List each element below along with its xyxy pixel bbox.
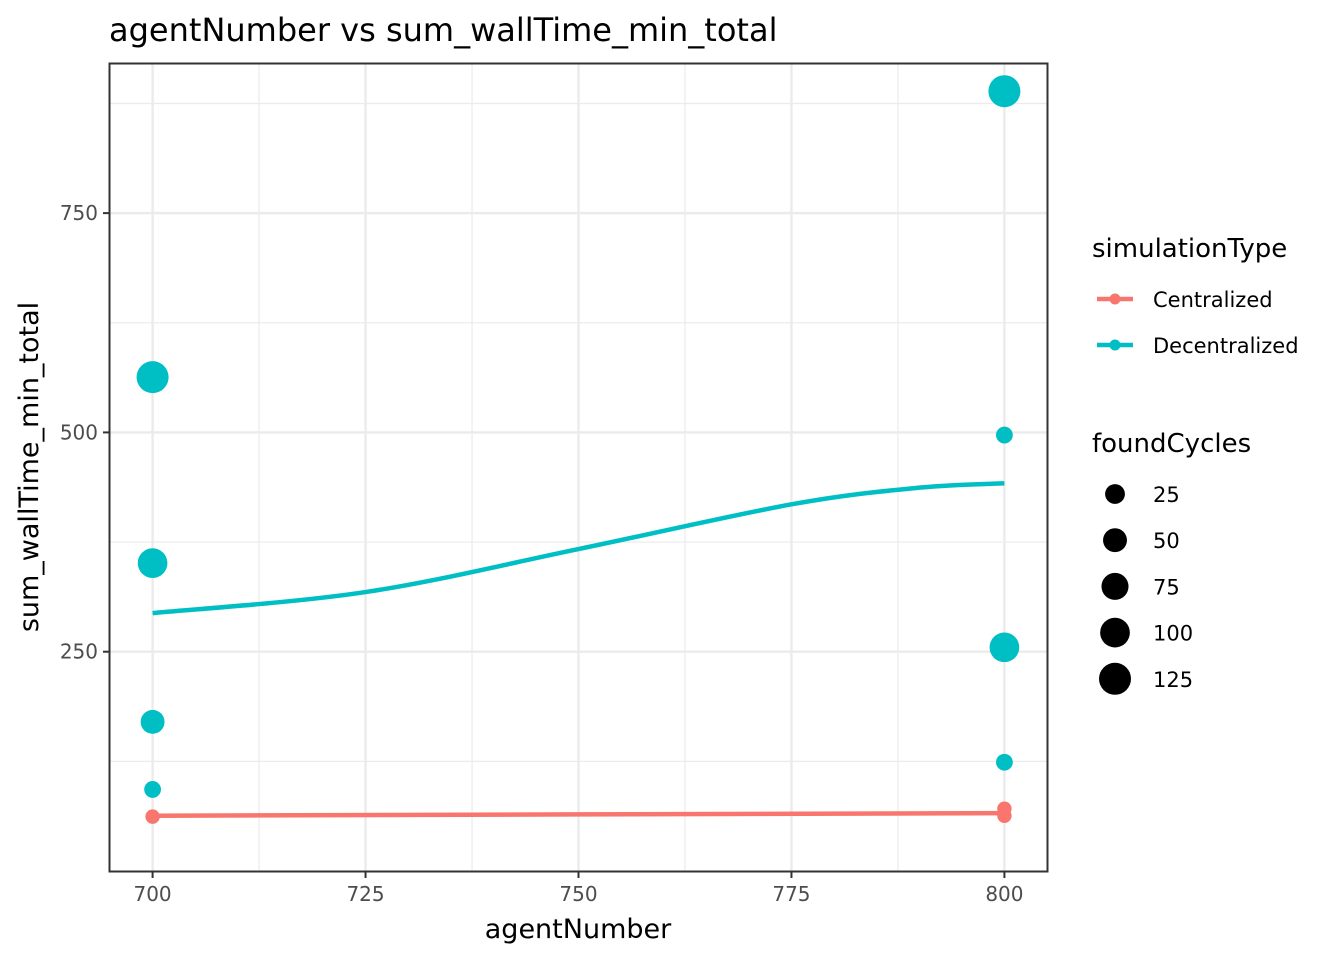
legend-size-label: 125 [1153, 668, 1193, 692]
legend-size-label: 25 [1153, 483, 1180, 507]
data-point-decentralized [996, 753, 1013, 771]
legend-size-entries: 25 50 75 100 125 [1099, 483, 1193, 695]
smooth-lines [152, 481, 1005, 818]
y-axis-title: sum_wallTime_min_total [14, 302, 45, 632]
data-point-decentralized [136, 361, 169, 394]
y-tick-label: 250 [60, 640, 98, 664]
x-tick-label: 725 [346, 882, 384, 906]
data-point-centralized [997, 801, 1012, 816]
x-axis-title: agentNumber [485, 914, 672, 945]
legend-point-decentralized [1109, 339, 1121, 351]
legend-label-centralized: Centralized [1153, 288, 1273, 312]
legend-size-label: 75 [1153, 575, 1180, 599]
legend-size-point [1100, 617, 1130, 648]
legend-size-title: foundCycles [1092, 429, 1251, 459]
legend-size-label: 100 [1153, 622, 1193, 646]
data-points [136, 75, 1021, 824]
x-tick-label: 750 [559, 882, 597, 906]
legend-point-centralized [1109, 293, 1121, 305]
data-point-decentralized [996, 426, 1013, 444]
legend-color-title: simulationType [1092, 234, 1287, 264]
legend-color-entries: Centralized Decentralized [1097, 288, 1299, 358]
smooth-line-centralized [152, 810, 1005, 818]
legend-size-label: 50 [1153, 529, 1180, 553]
x-tick-label: 800 [985, 882, 1023, 906]
x-axis-ticks: 700 725 750 775 800 [133, 871, 1024, 906]
x-tick-label: 775 [772, 882, 810, 906]
data-point-decentralized [137, 548, 168, 578]
data-point-decentralized [988, 75, 1021, 108]
legend-size-point [1101, 572, 1129, 600]
data-point-decentralized [144, 781, 161, 798]
grid-major [110, 64, 1047, 871]
legend: simulationType CentralizedDecentralized … [1092, 234, 1299, 695]
chart-title: agentNumber vs sum_wallTime_min_total [109, 11, 777, 49]
data-point-decentralized [989, 632, 1020, 663]
smooth-line-decentralized [152, 481, 1005, 616]
legend-label-decentralized: Decentralized [1153, 334, 1299, 358]
y-tick-label: 500 [60, 420, 98, 444]
data-point-decentralized [140, 709, 165, 734]
data-point-centralized [145, 809, 160, 824]
y-tick-label: 750 [60, 201, 98, 225]
legend-size-point [1105, 484, 1125, 504]
legend-size-point [1099, 662, 1131, 695]
x-tick-label: 700 [133, 882, 171, 906]
legend-size-point [1103, 528, 1127, 553]
y-axis-ticks: 250 500 750 [60, 201, 110, 664]
